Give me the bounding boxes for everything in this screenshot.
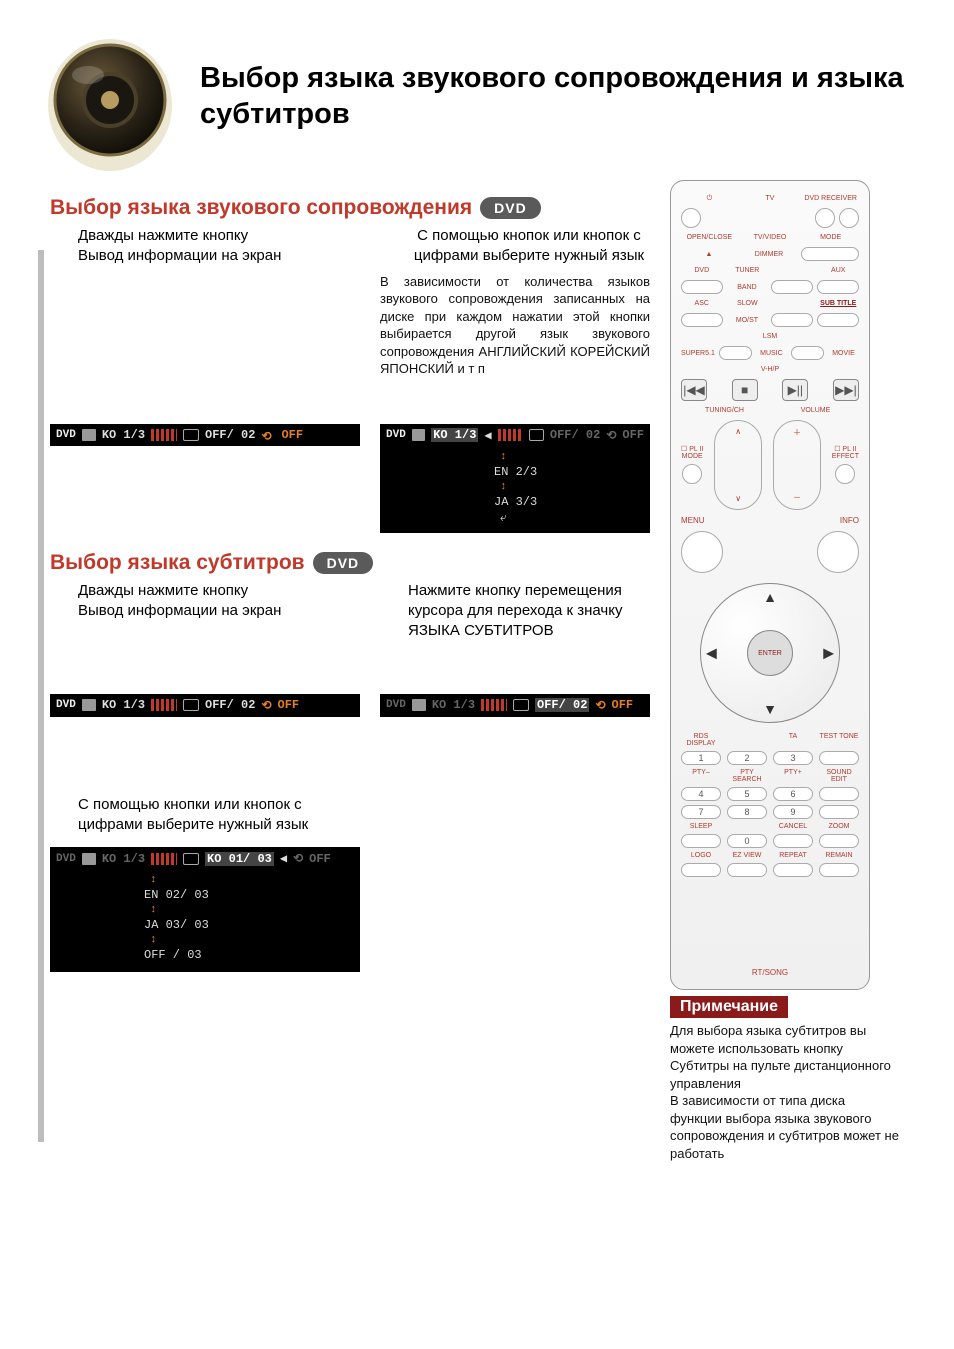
note-block: Примечание Для выбора языка субтитров вы… [670, 996, 900, 1162]
page-title: Выбор языка звукового сопровождения и яз… [200, 60, 914, 133]
side-accent-bar [38, 250, 44, 1142]
subtitle-osd-left: DVD KO 1/3 OFF/ 02 ⟲ OFF [50, 694, 360, 717]
remote-control-image: ⏻ TV DVD RECEIVER OPEN/CLOSETV/VIDEOMODE… [670, 180, 900, 1162]
speaker-icon [82, 429, 96, 441]
audio-step2-detail: В зависимости от количества языков звуко… [380, 273, 650, 378]
subtitle-section-heading: Выбор языка субтитров [50, 551, 305, 575]
dpad: ▲ ▼ ◀ ▶ ENTER [700, 583, 840, 723]
subtitle-icon [183, 429, 199, 441]
audio-step1-text: Дважды нажмите кнопку Вывод информации н… [50, 224, 360, 378]
subtitle-osd-mid: DVD KO 1/3 OFF/ 02 ⟲ OFF [380, 694, 650, 717]
angle-icon: ⟲ [261, 429, 275, 441]
dvd-badge: DVD [480, 197, 541, 219]
page-header: Выбор языка звукового сопровождения и яз… [40, 20, 914, 180]
subtitle-step2-text: Нажмите кнопку перемещения курсора для п… [380, 579, 650, 648]
subtitle-osd3: DVD KO 1/3 KO 01/ 03 ◀ ⟲ OFF [50, 847, 360, 870]
audio-osd-mid-top: DVD KO 1/3 ◀ OFF/ 02 ⟲ OFF [380, 424, 650, 447]
audio-osd-mid-list: ↕ EN 2/3 ↕ JA 3/3 ⤶ [380, 447, 650, 533]
note-body: Для выбора языка субтитров вы можете исп… [670, 1022, 900, 1162]
subtitle-osd3-list: ↕ EN 02/ 03 ↕ JA 03/ 03 ↕ OFF / 03 [50, 870, 360, 972]
menu-label: MENU [681, 516, 705, 525]
subtitle-step1-text: Дважды нажмите кнопку Вывод информации н… [50, 579, 360, 648]
note-title: Примечание [670, 996, 788, 1018]
info-label: INFO [840, 516, 859, 525]
audio-step2-text: С помощью кнопок или кнопок с цифрами вы… [380, 224, 650, 273]
subtitle-step3-text: С помощью кнопки или кнопок с цифрами вы… [50, 793, 360, 842]
equalizer-icon [151, 429, 177, 441]
dvd-badge-2: DVD [313, 552, 374, 574]
audio-osd-left: DVD KO 1/3 OFF/ 02 ⟲ OFF [50, 424, 360, 446]
audio-section-heading: Выбор языка звукового сопровождения [50, 196, 472, 220]
speaker-illustration-icon [40, 20, 180, 180]
